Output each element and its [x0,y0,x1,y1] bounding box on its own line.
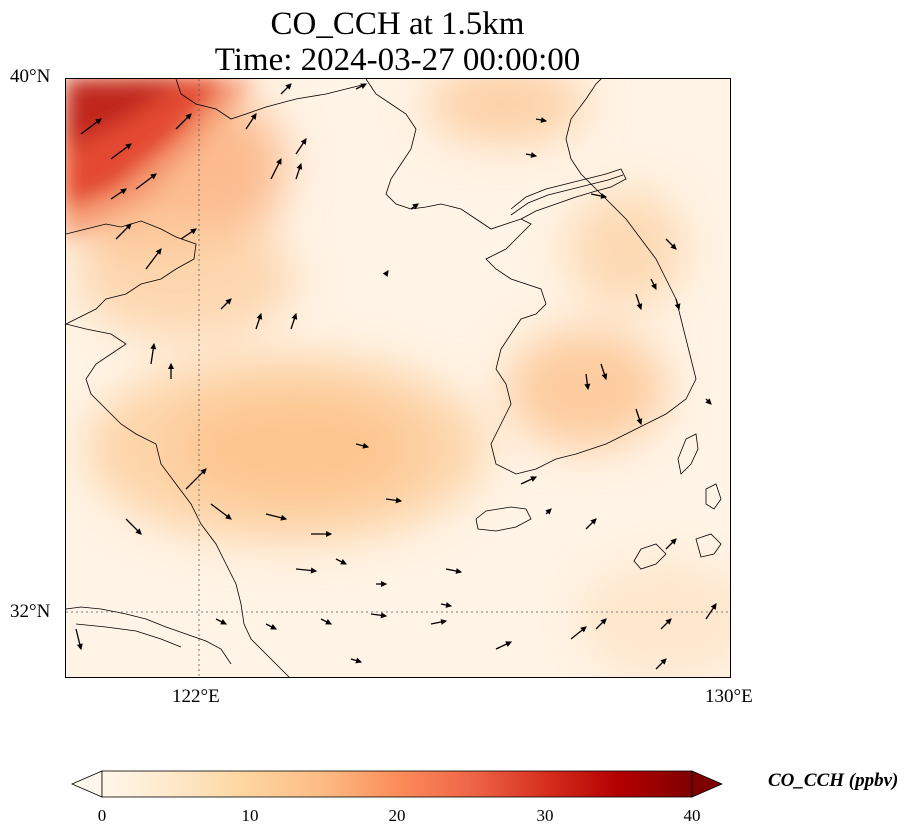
wind-arrow-head [120,188,127,195]
colorbar-tick-0: 0 [97,806,107,825]
wind-arrow-head [505,641,513,647]
wind-arrow-head [412,203,419,210]
wind-arrow-head [220,619,228,625]
wind-arrow-head [530,476,538,482]
wind-arrow-head [326,530,333,538]
wind-arrow-head [455,568,463,574]
wind-arrow-head [190,228,197,235]
colorbar-tick-20: 20 [388,806,406,825]
map-title-line1: CO_CCH at 1.5km [270,6,525,42]
wind-arrow-head [674,303,681,311]
map-title-line2: Time: 2024-03-27 00:00:00 [214,42,581,78]
wind-arrow-head [382,270,389,277]
wind-arrow-head [150,342,157,350]
wind-arrow-head [710,603,717,610]
wind-arrow-head [705,398,712,405]
wind-arrow-head [185,113,192,120]
wind-arrow-head [340,559,348,565]
wind-arrow-head [355,657,363,664]
colorbar [70,770,724,798]
wind-arrow-head [360,83,368,89]
wind-vectors [75,83,717,670]
map-canvas [66,79,730,677]
colorbar-low-extend [70,770,103,798]
lon-tick-122e: 122°E [172,686,220,707]
wind-arrow-head [380,612,388,619]
colorbar-tick-40: 40 [683,806,701,825]
wind-arrow-head [125,223,132,230]
wind-arrow-head [95,118,102,125]
wind-arrow-head [636,303,643,311]
wind-arrow-head [200,468,207,475]
wind-arrow-head [270,624,278,630]
wind-arrow-head [280,514,288,521]
colorbar-tick-10: 10 [241,806,259,825]
colorbar-high-extend [691,770,724,798]
wind-arrow-head [580,626,587,633]
wind-arrow-head [325,619,333,625]
wind-arrow-head [250,113,257,120]
colorbar-tick-30: 30 [536,806,554,825]
wind-arrow-head [670,538,677,545]
wind-arrow-head [135,528,142,535]
wind-arrow-head [395,497,403,504]
wind-arrow-head [584,383,591,391]
lon-tick-130e: 130°E [705,686,753,707]
coastlines [66,79,722,677]
map-panel[interactable] [65,78,731,678]
wind-arrow-head [601,373,608,381]
wind-arrow-head [440,619,448,625]
wind-arrow-head [225,298,232,305]
wind-arrow-head [256,312,263,320]
colorbar-label: CO_CCH (ppbv) [768,770,899,791]
wind-arrow-head [381,580,388,588]
wind-arrow-head [276,157,282,165]
wind-arrow-head [600,618,607,625]
colorbar-gradient [101,770,693,798]
wind-arrow-head [362,442,370,449]
wind-arrow-head [125,143,132,150]
wind-arrow-head [530,152,538,158]
wind-arrow-head [310,567,318,574]
wind-arrow-head [660,658,667,665]
wind-arrow-head [540,117,548,123]
wind-arrow-head [651,283,657,291]
wind-arrow-head [291,312,298,320]
wind-arrow-head [300,138,307,145]
wind-arrow-head [76,643,83,651]
wind-arrow-head [225,513,232,520]
wind-arrow-head [590,518,597,525]
gridlines [66,79,730,677]
wind-arrow-head [296,162,303,170]
wind-arrow-head [600,193,608,199]
wind-arrow-head [167,362,175,369]
wind-arrow-head [670,243,677,250]
lat-tick-32n: 32°N [10,601,51,622]
wind-arrow-head [150,173,157,180]
lat-tick-40n: 40°N [10,66,51,87]
wind-arrow-head [636,418,643,426]
wind-arrow-head [665,618,672,625]
wind-arrow-head [445,602,453,608]
wind-arrow-head [545,508,552,515]
wind-arrow-head [285,83,292,90]
wind-arrow-head [155,248,162,255]
co-concentration-field [66,79,730,677]
co-high-plume [66,79,256,239]
